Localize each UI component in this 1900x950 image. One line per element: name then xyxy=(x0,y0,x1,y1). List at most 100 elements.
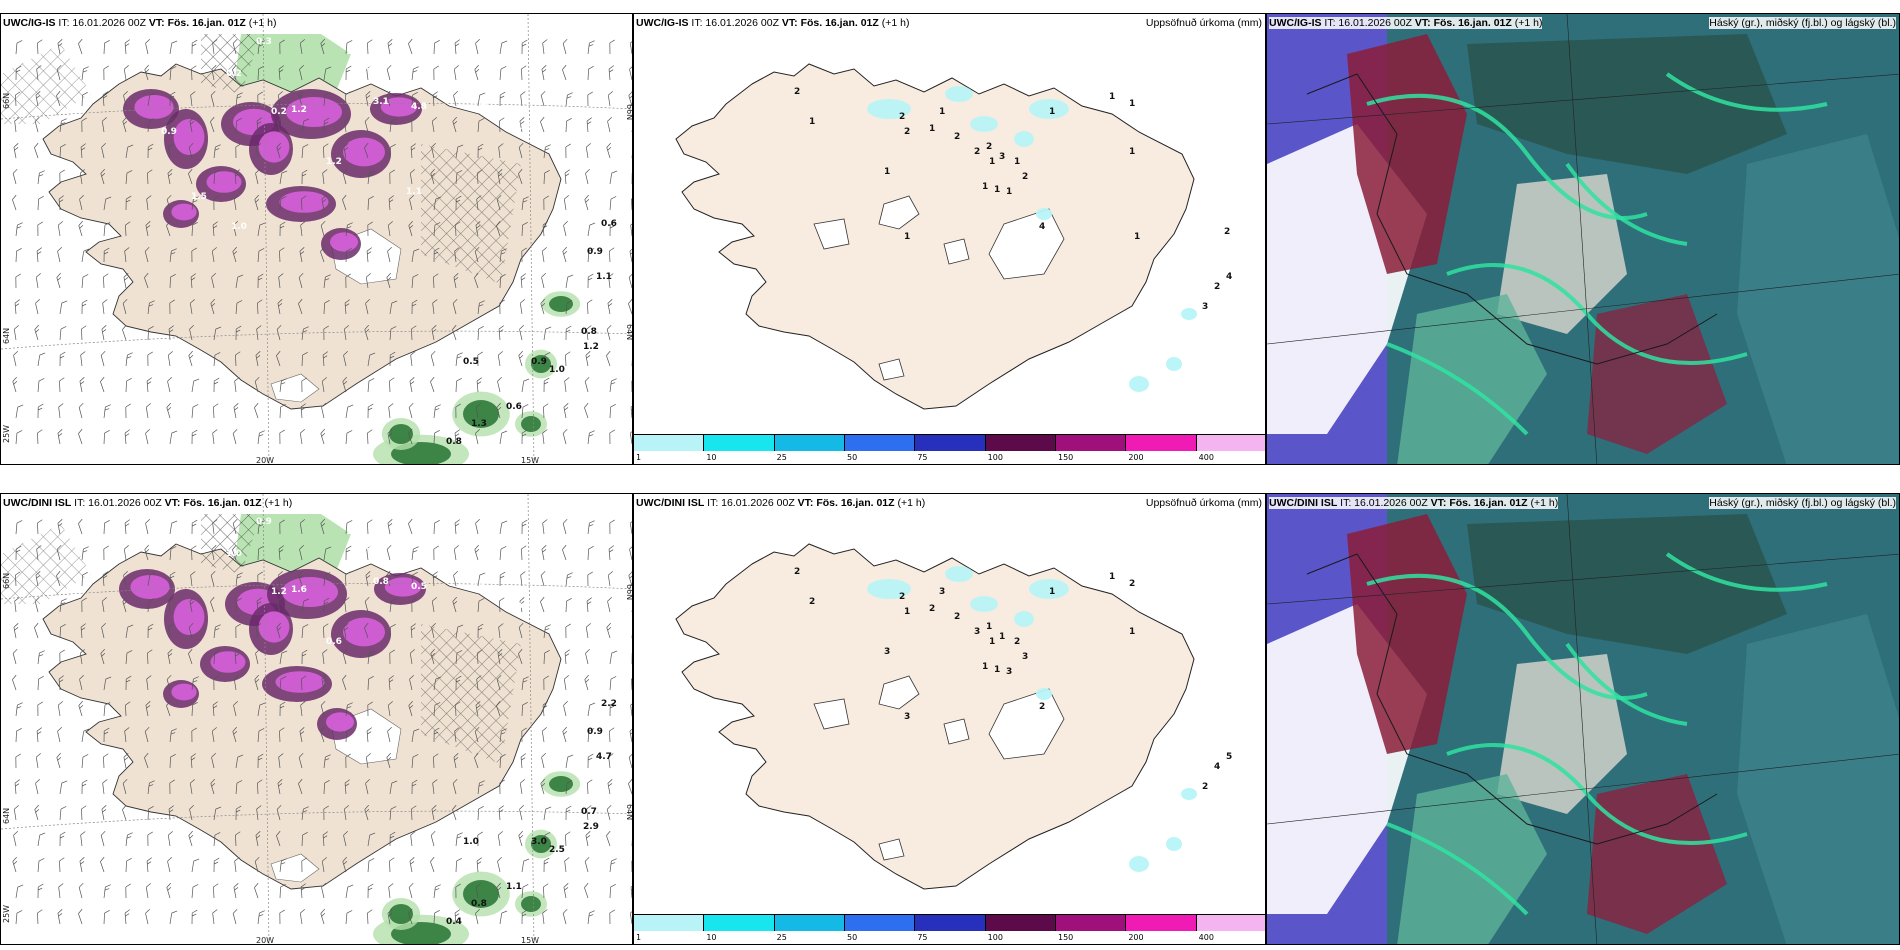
wind-barb xyxy=(125,377,132,393)
wind-barb xyxy=(124,247,130,263)
wind-barb xyxy=(211,752,216,769)
wind-barb xyxy=(433,273,439,289)
cloud-contour xyxy=(1565,162,1688,246)
wind-barb xyxy=(607,299,613,315)
wind-barb xyxy=(498,623,504,639)
forecast-offset: (+1 h) xyxy=(881,17,910,29)
colorbar-tick: 100 xyxy=(987,453,1003,462)
wind-barb xyxy=(235,143,241,159)
wind-barb xyxy=(12,376,18,393)
glacier xyxy=(878,838,905,861)
colorbar-tick: 1 xyxy=(636,453,642,462)
wind-barb xyxy=(455,144,464,159)
wind-barb xyxy=(477,351,483,367)
wind-barb xyxy=(277,116,282,133)
wind-barb xyxy=(59,326,67,341)
wind-barb xyxy=(257,910,265,925)
wind-barb xyxy=(169,753,176,769)
wind-barb xyxy=(452,778,458,795)
wind-barb xyxy=(37,429,43,445)
wind-barb xyxy=(301,649,308,665)
wind-barb xyxy=(584,402,589,419)
wind-barb xyxy=(14,299,20,315)
wind-barb xyxy=(389,649,395,665)
precip-value-label: 1.1 xyxy=(346,527,362,537)
wind-barb xyxy=(411,274,419,289)
sea-precip-core xyxy=(549,296,573,312)
wind-barb xyxy=(147,351,153,367)
wind-barb xyxy=(474,726,480,743)
wind-barb xyxy=(34,804,40,821)
wind-barb xyxy=(254,882,259,899)
wind-barb xyxy=(320,428,326,445)
wind-barb xyxy=(431,622,436,639)
init-time: IT: 16.01.2026 00Z xyxy=(1324,17,1412,29)
wind-barb xyxy=(58,883,64,899)
wind-barb xyxy=(543,352,551,367)
precip-value-label: 1.6 xyxy=(291,585,307,595)
precip-value-label: 1.3 xyxy=(471,419,487,429)
colorbar-swatch xyxy=(1126,435,1197,451)
precip-patch xyxy=(945,86,973,102)
wind-barb xyxy=(190,571,196,587)
wind-barb xyxy=(631,857,632,873)
wind-barb xyxy=(477,143,484,159)
wind-barb xyxy=(455,352,463,367)
wind-barb xyxy=(409,169,415,185)
wind-barb xyxy=(497,831,503,847)
init-time: IT: 16.01.2026 00Z xyxy=(58,17,146,29)
panel-title: UWC/IG-IS IT: 16.01.2026 00Z VT: Fös. 16… xyxy=(1269,17,1543,29)
wind-barb xyxy=(474,64,480,81)
wind-barb xyxy=(631,675,632,691)
precip-amount-label: 1 xyxy=(989,637,995,647)
wind-barb xyxy=(543,169,550,185)
precip-patch xyxy=(1029,579,1069,599)
colorbar-swatch xyxy=(704,915,775,931)
precip-value-label: 0.6 xyxy=(506,402,522,412)
precip-value-label: 0.8 xyxy=(471,899,487,909)
glacier xyxy=(878,358,905,381)
precip-amount-label: 1 xyxy=(1129,147,1135,157)
wind-barb xyxy=(13,143,19,159)
wind-barb xyxy=(235,300,243,315)
precip-amount-label: 2 xyxy=(974,147,980,157)
precip-value-label: 1.2 xyxy=(326,157,342,167)
wind-barb xyxy=(564,649,570,665)
glacier xyxy=(943,238,970,265)
wind-barb xyxy=(388,675,394,691)
wind-barb xyxy=(279,676,287,691)
wind-barb xyxy=(257,248,265,263)
wind-barb xyxy=(279,858,287,873)
wind-barb xyxy=(411,248,420,263)
wind-barb xyxy=(301,351,308,367)
wind-barb xyxy=(37,519,43,535)
precip-amount-label: 2 xyxy=(1014,637,1020,647)
wind-barb xyxy=(499,40,508,55)
wind-barb xyxy=(455,377,462,393)
wind-barb xyxy=(389,351,396,367)
wind-barb xyxy=(78,220,84,237)
wind-barb xyxy=(345,545,352,561)
wind-barb xyxy=(587,728,595,743)
wind-barb xyxy=(584,856,590,873)
wind-barb xyxy=(499,273,506,289)
wind-barb xyxy=(257,753,264,769)
wind-barb xyxy=(496,674,502,691)
wind-barb xyxy=(123,65,129,81)
wind-barb xyxy=(210,298,216,315)
wind-barb xyxy=(37,701,43,717)
wind-barb xyxy=(430,350,436,367)
wind-barb xyxy=(542,39,548,55)
wind-barb xyxy=(565,351,571,367)
wind-barb xyxy=(411,805,417,821)
colorbar-swatch xyxy=(844,915,916,931)
wind-precip-panel-row1: UWC/IG-IS IT: 16.01.2026 00Z VT: Fös. 16… xyxy=(0,13,633,465)
precip-patch xyxy=(1181,788,1197,800)
wind-barb xyxy=(56,272,62,289)
wind-barb xyxy=(232,38,238,55)
wind-barb xyxy=(167,376,172,393)
mid-cloud xyxy=(1467,514,1787,654)
precip-cell xyxy=(171,203,197,221)
wind-barb xyxy=(321,882,326,899)
wind-barb xyxy=(255,351,261,367)
